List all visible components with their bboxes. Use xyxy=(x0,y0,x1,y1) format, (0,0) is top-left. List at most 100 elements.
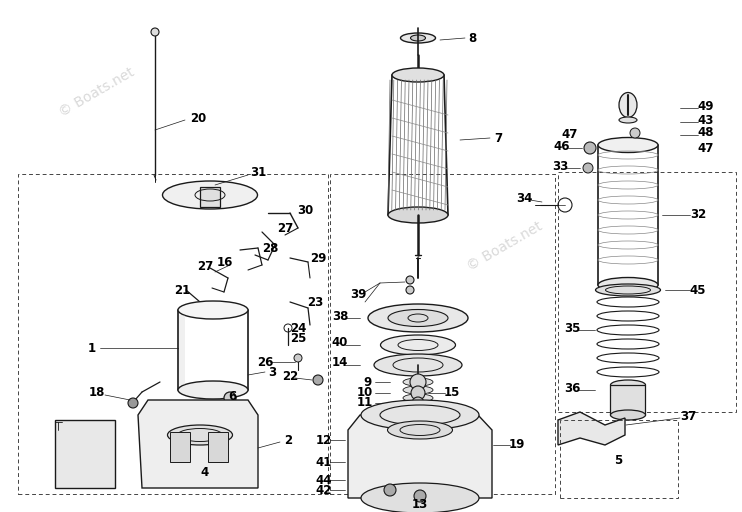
Ellipse shape xyxy=(403,402,433,410)
Circle shape xyxy=(128,398,138,408)
Text: 6: 6 xyxy=(228,390,236,402)
Ellipse shape xyxy=(381,335,456,355)
Text: 35: 35 xyxy=(564,322,580,334)
Bar xyxy=(558,172,736,412)
Text: 1: 1 xyxy=(88,342,96,354)
Ellipse shape xyxy=(178,381,248,399)
Text: 46: 46 xyxy=(554,139,571,153)
Text: 9: 9 xyxy=(364,375,372,389)
Ellipse shape xyxy=(387,421,453,439)
Text: 47: 47 xyxy=(562,129,578,141)
Text: 47: 47 xyxy=(697,141,715,155)
Ellipse shape xyxy=(162,181,257,209)
Text: 10: 10 xyxy=(357,387,373,399)
Text: 48: 48 xyxy=(697,126,715,139)
Text: 26: 26 xyxy=(257,355,273,369)
Text: 34: 34 xyxy=(516,191,532,204)
Text: 20: 20 xyxy=(190,112,206,124)
Circle shape xyxy=(224,392,236,404)
Ellipse shape xyxy=(598,138,658,153)
Text: 19: 19 xyxy=(509,438,525,452)
Text: 5: 5 xyxy=(614,454,622,466)
Circle shape xyxy=(313,375,323,385)
Bar xyxy=(170,432,190,462)
Text: 41: 41 xyxy=(316,456,332,468)
Ellipse shape xyxy=(392,68,444,82)
Circle shape xyxy=(583,163,593,173)
Text: 8: 8 xyxy=(468,32,476,45)
Text: 15: 15 xyxy=(444,387,460,399)
Text: 13: 13 xyxy=(412,499,428,511)
Ellipse shape xyxy=(619,117,637,123)
Text: 27: 27 xyxy=(277,222,293,234)
Circle shape xyxy=(217,403,227,413)
Text: 12: 12 xyxy=(316,434,332,446)
Text: © Boats.net: © Boats.net xyxy=(56,65,137,119)
Text: 49: 49 xyxy=(697,99,715,113)
Circle shape xyxy=(410,374,426,390)
Circle shape xyxy=(584,142,596,154)
Text: 39: 39 xyxy=(349,288,367,302)
Ellipse shape xyxy=(619,93,637,117)
Text: 23: 23 xyxy=(307,295,323,309)
Circle shape xyxy=(384,484,396,496)
Ellipse shape xyxy=(596,284,660,296)
Text: 7: 7 xyxy=(494,132,502,144)
Text: 14: 14 xyxy=(332,356,348,370)
Circle shape xyxy=(412,397,424,409)
Bar xyxy=(200,187,220,207)
Text: 18: 18 xyxy=(89,387,105,399)
Text: 45: 45 xyxy=(690,284,706,296)
Polygon shape xyxy=(348,415,492,498)
Text: 28: 28 xyxy=(262,242,278,254)
Text: 25: 25 xyxy=(290,331,306,345)
Text: 31: 31 xyxy=(250,166,266,180)
Text: 30: 30 xyxy=(297,203,313,217)
Text: 36: 36 xyxy=(564,381,580,395)
Text: 22: 22 xyxy=(282,370,298,382)
Ellipse shape xyxy=(403,378,433,386)
Circle shape xyxy=(406,276,414,284)
Circle shape xyxy=(151,28,159,36)
Text: 11: 11 xyxy=(357,396,373,410)
Circle shape xyxy=(630,128,640,138)
Text: © Boats.net: © Boats.net xyxy=(464,219,545,273)
Text: 42: 42 xyxy=(316,483,332,497)
Ellipse shape xyxy=(403,394,433,402)
Ellipse shape xyxy=(401,33,436,43)
Ellipse shape xyxy=(410,35,425,41)
Ellipse shape xyxy=(403,386,433,394)
Circle shape xyxy=(414,490,426,502)
Text: 27: 27 xyxy=(197,261,213,273)
Text: 43: 43 xyxy=(697,114,715,126)
Ellipse shape xyxy=(361,400,479,430)
Ellipse shape xyxy=(598,278,658,292)
Text: 33: 33 xyxy=(552,160,568,173)
Bar xyxy=(610,385,645,415)
Text: 24: 24 xyxy=(290,322,306,334)
Ellipse shape xyxy=(388,309,448,327)
Bar xyxy=(330,174,555,494)
Ellipse shape xyxy=(178,301,248,319)
Text: 40: 40 xyxy=(332,336,348,350)
Text: 32: 32 xyxy=(690,208,706,222)
Circle shape xyxy=(294,354,302,362)
Ellipse shape xyxy=(611,410,646,420)
Ellipse shape xyxy=(388,207,448,223)
Ellipse shape xyxy=(168,425,232,445)
Ellipse shape xyxy=(368,304,468,332)
Text: 2: 2 xyxy=(284,434,292,446)
Bar xyxy=(18,174,328,494)
Ellipse shape xyxy=(611,380,646,390)
Bar xyxy=(55,420,115,488)
Polygon shape xyxy=(558,412,625,445)
Bar xyxy=(208,432,228,462)
Bar xyxy=(560,420,678,498)
Text: 29: 29 xyxy=(310,251,326,265)
Ellipse shape xyxy=(374,354,462,376)
Text: 3: 3 xyxy=(268,366,276,378)
Circle shape xyxy=(411,386,425,400)
Circle shape xyxy=(406,286,414,294)
Text: 4: 4 xyxy=(201,465,209,479)
Text: 38: 38 xyxy=(332,309,348,323)
